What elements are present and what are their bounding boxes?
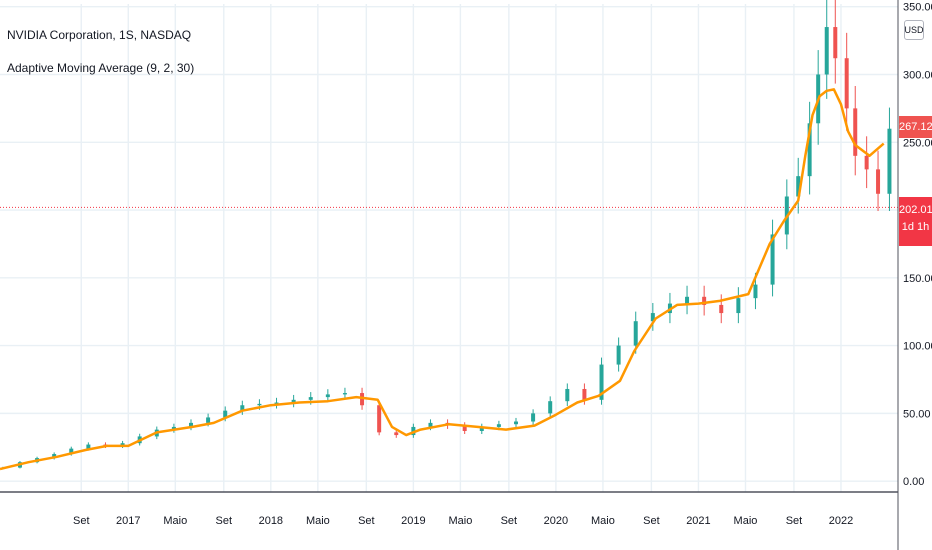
candle-body bbox=[171, 426, 176, 430]
candle-body bbox=[876, 169, 881, 194]
candle-body bbox=[428, 422, 433, 427]
price-tick-label: 350.00 bbox=[903, 2, 932, 14]
candle-body bbox=[833, 27, 838, 59]
candle-body bbox=[844, 58, 849, 109]
symbol-title[interactable]: NVIDIA Corporation, 1S, NASDAQ bbox=[7, 28, 192, 42]
price-tick-label: 250.00 bbox=[903, 137, 932, 149]
candle-body bbox=[513, 421, 518, 425]
candle-body bbox=[853, 108, 858, 156]
candle-body bbox=[257, 403, 262, 406]
candle-body bbox=[702, 296, 707, 305]
candle-body bbox=[308, 397, 313, 400]
time-tick-label: Set bbox=[643, 515, 660, 527]
candle-body bbox=[274, 402, 279, 404]
price-tick-label: 300.00 bbox=[903, 69, 932, 81]
chart-grid bbox=[0, 4, 898, 492]
candle-body bbox=[394, 432, 399, 436]
bar-countdown: 1d 1h bbox=[901, 221, 930, 233]
candle-body bbox=[736, 298, 741, 314]
time-tick-label: Maio bbox=[448, 515, 472, 527]
candle-body bbox=[616, 345, 621, 365]
candle-body bbox=[685, 296, 690, 304]
candle-body bbox=[824, 27, 829, 75]
candle-body bbox=[360, 393, 365, 406]
indicator-title[interactable]: Adaptive Moving Average (9, 2, 30) bbox=[7, 61, 195, 75]
candle-body bbox=[807, 123, 812, 177]
candle-body bbox=[479, 426, 484, 431]
candle-body bbox=[342, 393, 347, 395]
price-line-value: 202.01 bbox=[899, 204, 932, 216]
time-tick-label: 2017 bbox=[116, 515, 140, 527]
candle-body bbox=[565, 388, 570, 402]
time-tick-label: 2020 bbox=[544, 515, 568, 527]
candle-body bbox=[753, 284, 758, 299]
candle-body bbox=[189, 422, 194, 427]
price-tick-label: 150.00 bbox=[903, 273, 932, 285]
candle-body bbox=[719, 304, 724, 314]
candle-body bbox=[223, 410, 228, 418]
candle-body bbox=[582, 388, 587, 400]
candle-body bbox=[462, 425, 467, 431]
candle-body bbox=[548, 401, 553, 414]
price-line-badge: 202.01 1d 1h bbox=[899, 197, 932, 246]
time-tick-label: Set bbox=[358, 515, 375, 527]
price-tick-label: 100.00 bbox=[903, 341, 932, 353]
candle-body bbox=[291, 399, 296, 403]
candle-body bbox=[206, 417, 211, 423]
time-tick-label: Set bbox=[73, 515, 90, 527]
time-tick-label: Maio bbox=[306, 515, 330, 527]
time-tick-label: 2021 bbox=[686, 515, 710, 527]
time-tick-label: Set bbox=[501, 515, 518, 527]
last-price-badge: 267.12 bbox=[899, 116, 932, 138]
candle-body bbox=[531, 413, 536, 422]
candle-body bbox=[887, 128, 892, 194]
candle-body bbox=[86, 444, 91, 449]
price-tick-label: 50.00 bbox=[903, 408, 931, 420]
time-axis[interactable]: Set 2017 Maio Set 2018 Maio Set 2019 Maio Set 2020… bbox=[73, 515, 853, 527]
price-tick-label: 0.00 bbox=[903, 476, 924, 488]
adaptive-moving-average-line bbox=[0, 88, 885, 471]
time-tick-label: Maio bbox=[591, 515, 615, 527]
time-tick-label: Set bbox=[786, 515, 803, 527]
time-tick-label: 2019 bbox=[401, 515, 425, 527]
candle-body bbox=[120, 443, 125, 446]
time-tick-label: Maio bbox=[163, 515, 187, 527]
candle-body bbox=[411, 426, 416, 436]
time-tick-label: Set bbox=[216, 515, 233, 527]
candle-body bbox=[325, 394, 330, 398]
candle-body bbox=[69, 448, 74, 455]
candle-body bbox=[599, 364, 604, 400]
time-tick-label: Maio bbox=[734, 515, 758, 527]
candle-body bbox=[796, 176, 801, 197]
candle-body bbox=[240, 405, 245, 411]
candle-body bbox=[650, 313, 655, 322]
candle-body bbox=[864, 155, 869, 170]
time-tick-label: 2022 bbox=[829, 515, 853, 527]
candle-body bbox=[633, 321, 638, 346]
candle-body bbox=[377, 405, 382, 433]
candle-body bbox=[496, 424, 501, 427]
time-tick-label: 2018 bbox=[259, 515, 283, 527]
currency-button[interactable]: USD bbox=[904, 20, 924, 40]
candle-body bbox=[770, 234, 775, 285]
